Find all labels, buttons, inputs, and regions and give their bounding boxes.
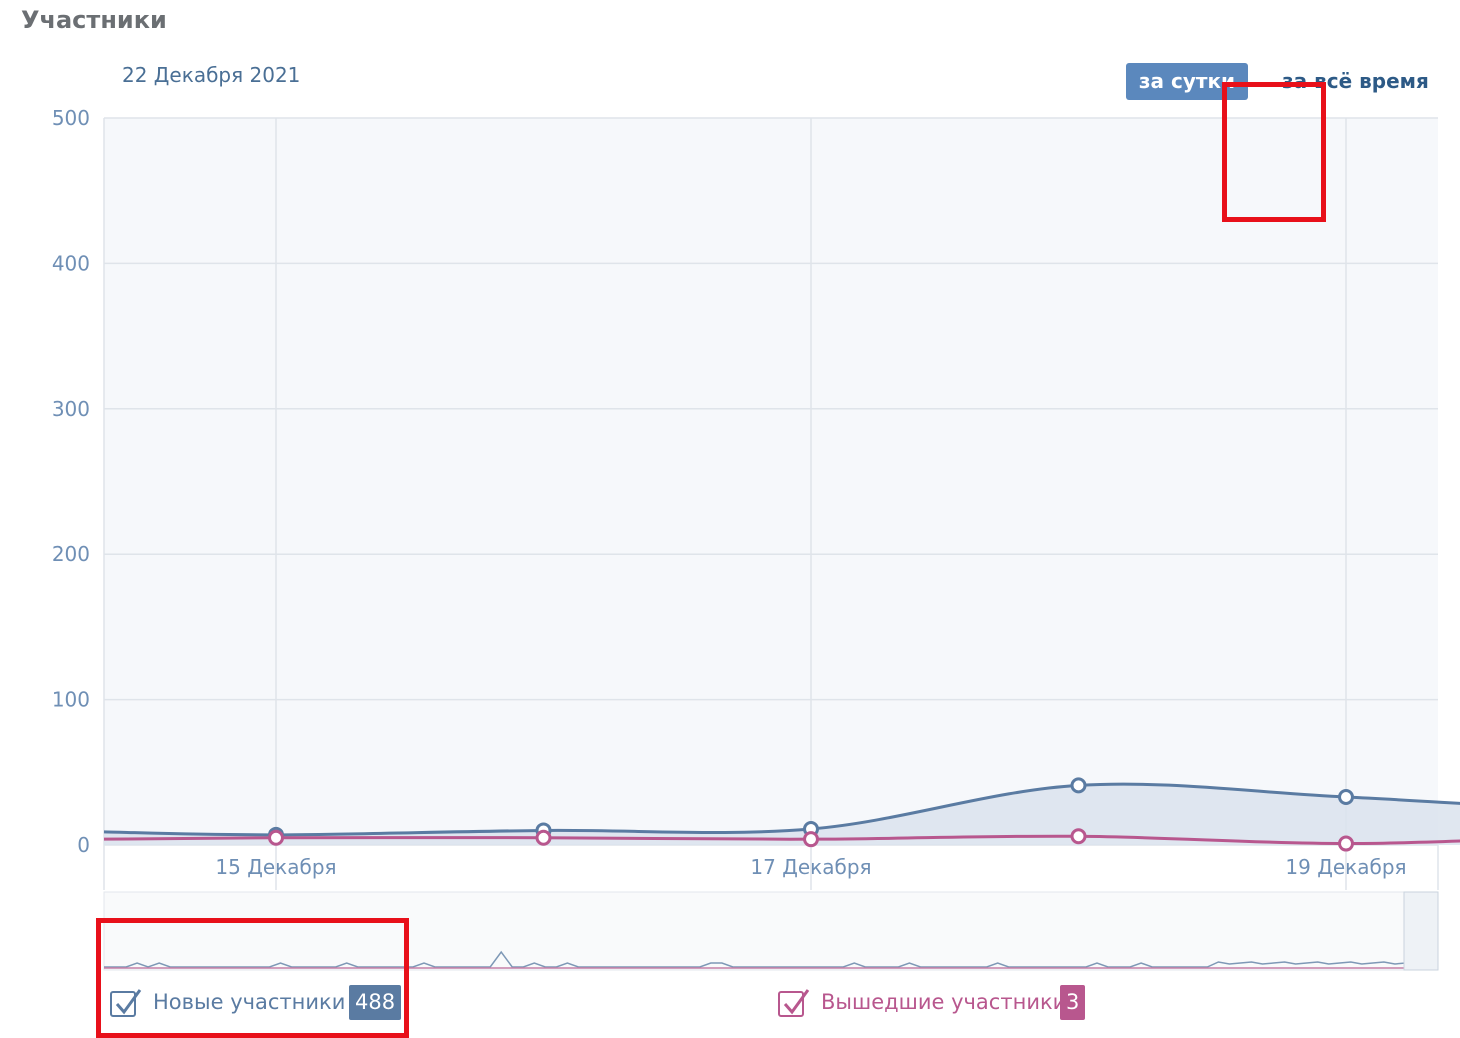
y-tick-label: 0 [77,833,90,857]
y-tick-label: 300 [52,397,90,421]
left-members-checkbox[interactable] [778,989,810,1017]
y-tick-label: 500 [52,106,90,130]
left-members-point[interactable] [268,829,284,846]
navigator-window[interactable] [1403,891,1439,971]
y-tick-label: 100 [52,688,90,712]
new-members-label: Новые участники [153,990,346,1014]
y-tick-label: 400 [52,251,90,275]
left-members-point[interactable] [1070,828,1087,845]
new-members-checkbox[interactable] [110,989,142,1017]
legend-left-members[interactable]: Вышедшие участники 3 [778,985,1098,1023]
x-tick-label: 15 Декабря [215,855,336,879]
new-members-point[interactable] [1070,777,1087,794]
legend-new-members[interactable]: Новые участники 488 [110,985,402,1023]
checkmark-icon [115,989,142,1015]
plot-area [104,118,1438,845]
left-members-count: 3 [1060,985,1086,1020]
new-members-point[interactable] [1338,789,1354,806]
x-tick-label: 19 Декабря [1285,855,1406,879]
left-members-point[interactable] [803,831,819,848]
x-tick-label: 17 Декабря [750,855,871,879]
y-tick-label: 200 [52,542,90,566]
left-members-point[interactable] [1338,835,1354,852]
current-date: 22 Декабря 2021 [122,63,301,87]
navigator-line [104,899,1437,969]
new-members-area [104,784,1460,845]
tab-day[interactable]: за сутки [1126,63,1248,100]
left-members-point[interactable] [535,829,552,846]
checkmark-icon [783,989,810,1015]
left-members-label: Вышедшие участники [821,990,1067,1014]
range-navigator[interactable] [103,891,1439,971]
tab-all-time[interactable]: за всё время [1282,69,1429,93]
section-title: Участники [21,6,167,34]
left-members-line [103,834,1460,846]
new-members-count: 488 [349,985,402,1020]
